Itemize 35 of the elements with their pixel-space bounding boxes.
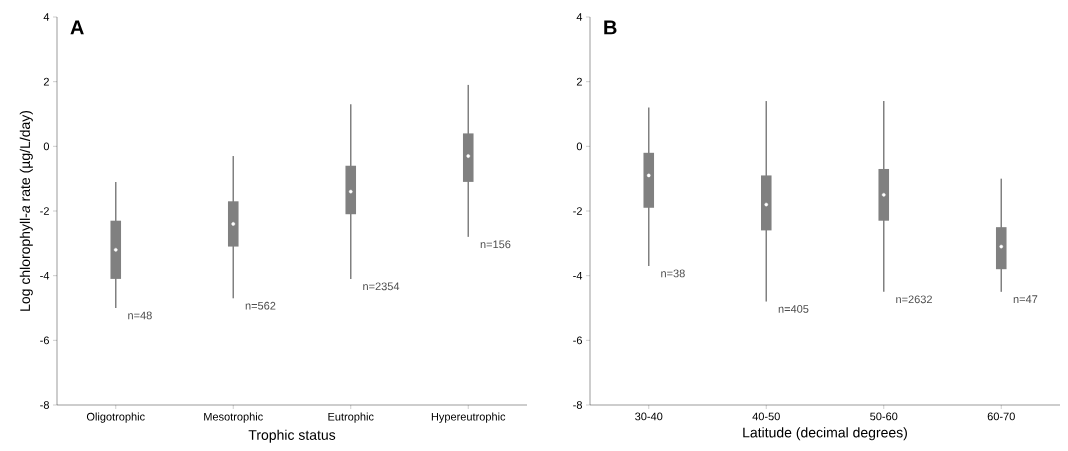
- x-tick-label: 30-40: [635, 412, 663, 421]
- chart-title: B: [604, 20, 617, 35]
- y-tick-label: -8: [573, 401, 582, 409]
- annotation: n=47: [1013, 295, 1038, 303]
- x-tick-label: Eutrophic: [328, 412, 374, 423]
- y-tick-label: -4: [573, 271, 583, 280]
- x-tick-label: 60-70: [987, 412, 1015, 421]
- y-tick-label: 0: [43, 142, 50, 151]
- y-axis-title: Log chlorophyll-a rate (µg/L/day): [19, 110, 33, 311]
- x-tick-label: 50-60: [870, 412, 898, 421]
- y-tick-label: -2: [40, 207, 49, 215]
- y-tick-label: -4: [40, 271, 50, 280]
- y-tick-label: -8: [40, 401, 49, 409]
- annotation: n=2632: [896, 295, 932, 304]
- y-tick-label: 4: [43, 13, 50, 21]
- x-axis-title: Latitude (decimal degrees): [743, 427, 907, 441]
- annotation: n=2354: [363, 282, 400, 291]
- x-tick-label: Hypereutrophic: [431, 412, 506, 423]
- chart-title: A: [70, 20, 84, 35]
- y-tick-label: -6: [40, 336, 49, 345]
- y-tick-label: -6: [573, 336, 582, 345]
- annotation: n=38: [661, 269, 685, 278]
- annotation: n=405: [778, 305, 809, 313]
- y-tick-label: 2: [43, 77, 49, 86]
- annotation: n=562: [245, 301, 276, 310]
- x-tick-label: Oligotrophic: [86, 412, 145, 423]
- annotation: n=156: [480, 240, 511, 249]
- x-axis-title: Trophic status: [248, 429, 336, 443]
- y-tick-label: 2: [576, 77, 582, 86]
- y-tick-label: 0: [576, 142, 583, 151]
- annotation: n=48: [128, 311, 152, 320]
- y-tick-label: -2: [573, 207, 582, 215]
- y-tick-label: 4: [576, 13, 583, 21]
- x-tick-label: 40-50: [752, 412, 780, 421]
- x-tick-label: Mesotrophic: [204, 412, 263, 423]
